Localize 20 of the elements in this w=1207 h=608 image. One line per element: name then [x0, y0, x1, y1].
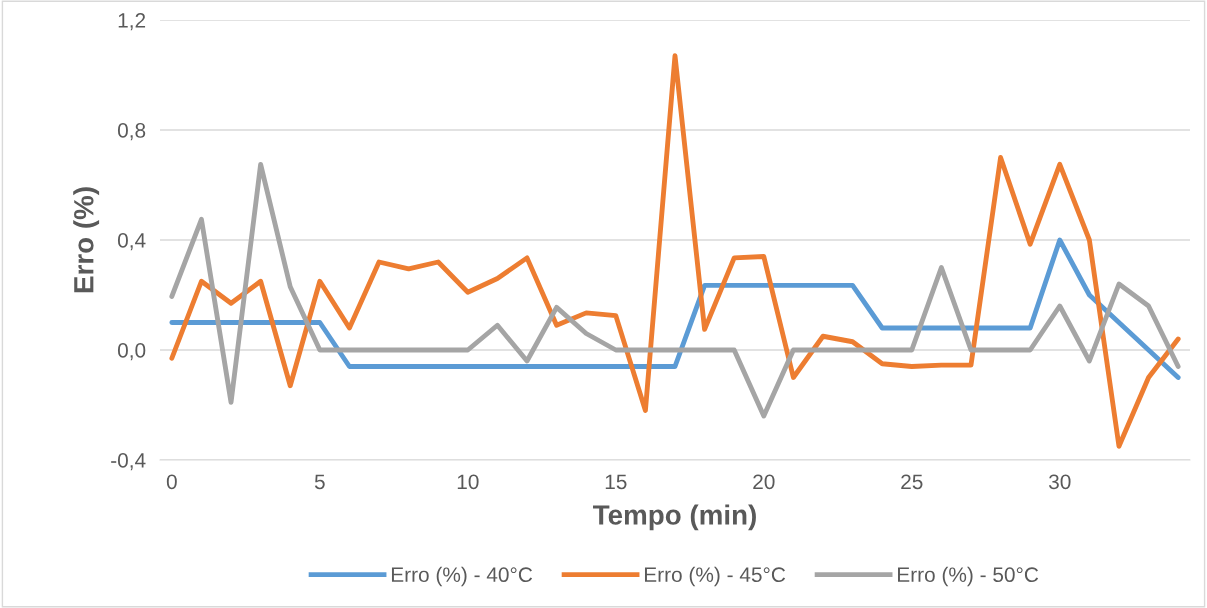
- x-tick-label: 25: [901, 474, 923, 490]
- x-tick-label: 30: [1048, 474, 1071, 490]
- y-tick-label: 0,0: [117, 343, 146, 361]
- legend-label: Erro (%) - 40°C: [391, 566, 533, 587]
- legend-label: Erro (%) - 45°C: [644, 566, 786, 587]
- line-series: [169, 237, 1181, 380]
- x-tick-label: 5: [314, 474, 325, 490]
- y-tick-label: -0,4: [111, 453, 146, 471]
- line-series: [169, 53, 1181, 449]
- y-axis-title: Erro (%): [73, 187, 100, 293]
- y-tick-label: 1,2: [118, 13, 146, 31]
- x-tick-label: 20: [753, 474, 775, 490]
- x-axis-title: Tempo (min): [593, 504, 756, 531]
- line-series: [169, 161, 1181, 419]
- x-tick-label: 10: [457, 474, 479, 490]
- y-tick-label: 0,8: [117, 123, 146, 141]
- legend-label: Erro (%) - 50°C: [898, 566, 1039, 587]
- x-tick-label: 0: [166, 474, 177, 490]
- x-tick-label: 15: [605, 474, 627, 490]
- y-tick-label: 0,4: [117, 233, 146, 251]
